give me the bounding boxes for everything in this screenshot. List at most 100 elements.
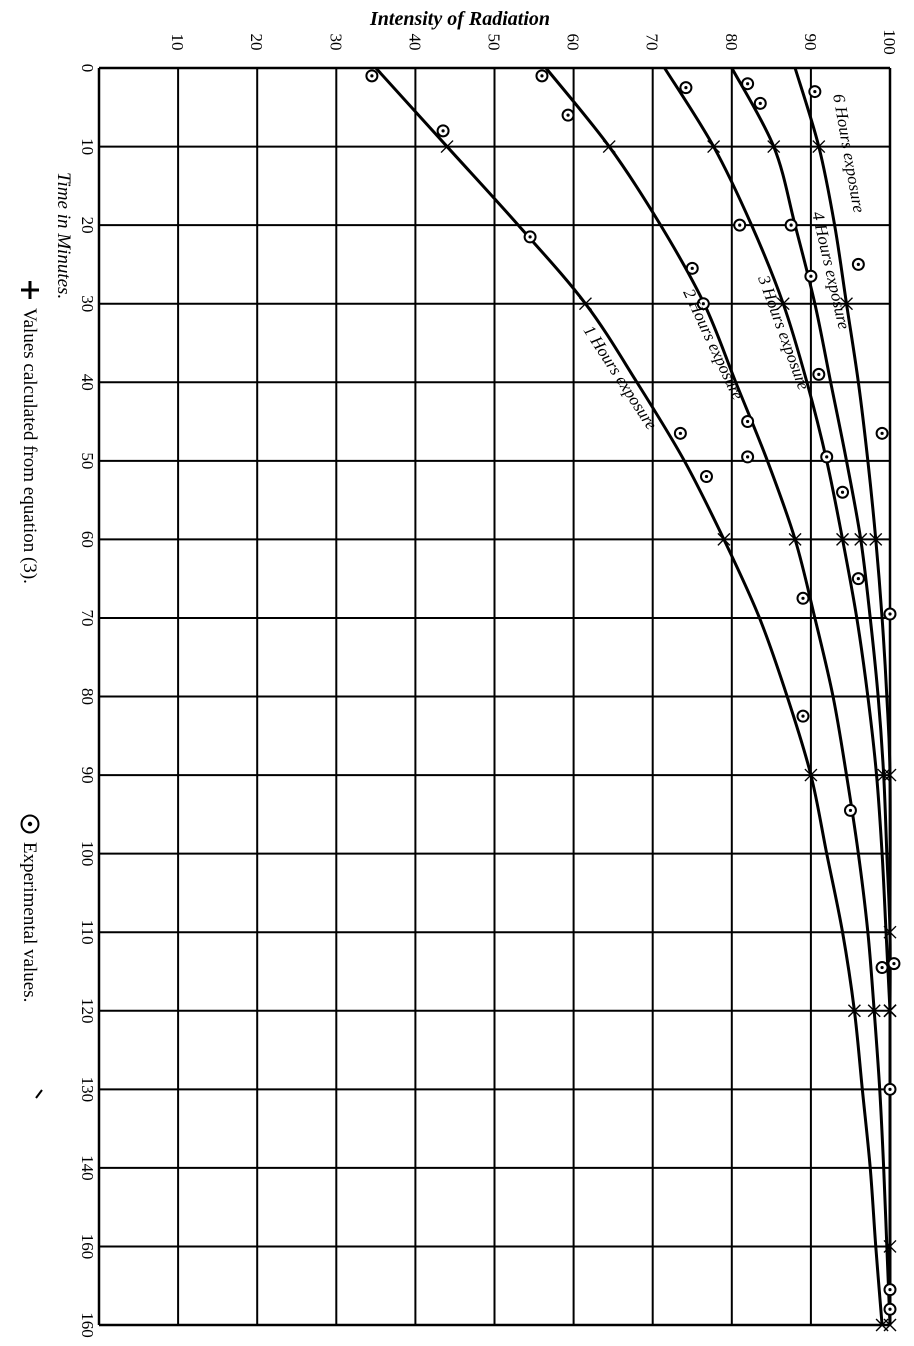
legend-experimental-text: Experimental values. [19, 842, 40, 1002]
time-tick-label: 40 [78, 374, 97, 391]
intensity-tick-label: 20 [247, 34, 266, 51]
time-tick-label: 20 [78, 217, 97, 234]
experimental-circle-marker [836, 485, 850, 499]
time-tick-label: 70 [78, 609, 97, 626]
calculated-plus-marker [883, 1318, 897, 1332]
time-tick-label: 160 [78, 1312, 97, 1338]
experimental-circle-marker [883, 607, 897, 621]
experimental-circle-marker [784, 218, 798, 232]
experimental-circle-marker [796, 591, 810, 605]
experimental-circle-marker [523, 230, 537, 244]
axis-ticks: 10 20 30 40 50 60 70 80 90 100 0 10 20 30 40 50 60 70 80 90… [78, 29, 899, 1338]
time-tick-label: 30 [78, 295, 97, 312]
experimental-circle-marker [843, 803, 857, 817]
time-tick-label: 50 [78, 452, 97, 469]
calculated-plus-marker [804, 768, 818, 782]
experimental-circle-marker [851, 257, 865, 271]
calculated-plus-marker [578, 297, 592, 311]
calculated-plus-marker [869, 532, 883, 546]
calculated-plus-marker [440, 140, 454, 154]
time-tick-label: 0 [78, 64, 97, 73]
experimental-circle-marker [887, 957, 901, 971]
experimental-circle-marker [679, 81, 693, 95]
experimental-circle-marker [875, 426, 889, 440]
intensity-tick-label: 10 [168, 34, 187, 51]
chart-title: Intensity of Radiation [369, 8, 550, 30]
time-tick-label: 140 [78, 1155, 97, 1181]
experimental-circle-marker [561, 108, 575, 122]
intensity-tick-label: 90 [801, 34, 820, 51]
experimental-circle-marker [851, 572, 865, 586]
data-markers [365, 69, 901, 1332]
time-axis-label: Time in Minutes. [53, 172, 74, 299]
time-tick-label: 160 [78, 1234, 97, 1260]
calculated-plus-marker [883, 1004, 897, 1018]
intensity-tick-label: 100 [880, 29, 899, 55]
calculated-plus-marker [883, 768, 897, 782]
experimental-circle-marker [673, 426, 687, 440]
plot-grid [97, 66, 892, 1327]
intensity-tick-label: 80 [722, 34, 741, 51]
experimental-circle-marker [812, 367, 826, 381]
curve-label-6h: 6 Hours exposure [829, 92, 869, 214]
experimental-circle-marker [685, 261, 699, 275]
experimental-circle-marker [365, 69, 379, 83]
curve-label-4h: 4 Hours exposure [808, 210, 854, 332]
calculated-plus-marker [776, 297, 790, 311]
experimental-circle-marker [883, 1082, 897, 1096]
calculated-plus-marker [836, 532, 850, 546]
experimental-circle-marker [733, 218, 747, 232]
legend-experimental: Experimental values. [19, 814, 40, 1002]
time-tick-label: 110 [78, 920, 97, 945]
calculated-plus-marker [867, 1004, 881, 1018]
calculated-plus-marker [812, 140, 826, 154]
experimental-circle-marker [883, 1283, 897, 1297]
exposure-curve [663, 67, 892, 1011]
time-tick-label: 90 [78, 767, 97, 784]
intensity-tick-label: 30 [326, 34, 345, 51]
experimental-circle-marker [875, 961, 889, 975]
exposure-curve [374, 66, 884, 1326]
calculated-plus-marker [883, 925, 897, 939]
time-tick-label: 120 [78, 998, 97, 1024]
experimental-circle-marker [804, 269, 818, 283]
curve-label-1h: 1 Hours exposure [580, 322, 662, 434]
calculated-plus-marker [854, 532, 868, 546]
experimental-circle-marker [535, 69, 549, 83]
calculated-plus-marker [883, 1239, 897, 1253]
curve-label-3h: 3 Hours exposure [754, 272, 813, 393]
experimental-circle-marker [808, 85, 822, 99]
calculated-plus-marker [877, 768, 891, 782]
legend-calculated-text: Values calculated from equation (3). [19, 308, 40, 584]
calculated-plus-marker [717, 532, 731, 546]
experimental-circle-marker [699, 470, 713, 484]
stray-mark [35, 1089, 43, 1099]
experimental-circle-marker [753, 96, 767, 110]
time-tick-label: 80 [78, 688, 97, 705]
experimental-circle-marker [741, 415, 755, 429]
time-tick-label: 10 [78, 138, 97, 155]
intensity-tick-label: 60 [564, 34, 583, 51]
calculated-plus-marker [767, 140, 781, 154]
calculated-plus-marker [847, 1004, 861, 1018]
calculated-plus-marker [707, 140, 721, 154]
plus-marker-icon [21, 281, 39, 299]
time-tick-label: 130 [78, 1077, 97, 1103]
calculated-plus-marker [602, 140, 616, 154]
time-tick-label: 60 [78, 531, 97, 548]
legend-calculated: Values calculated from equation (3). [19, 281, 40, 584]
exposure-curve [793, 67, 892, 1325]
experimental-circle-marker [741, 77, 755, 91]
experimental-circle-marker [796, 709, 810, 723]
exposure-curve [544, 67, 892, 1326]
calculated-plus-marker [788, 532, 802, 546]
intensity-tick-label: 40 [405, 34, 424, 51]
time-tick-label: 100 [78, 841, 97, 867]
experimental-circle-marker [883, 1302, 897, 1316]
circle-dot-marker-icon [20, 814, 40, 834]
experimental-circle-marker [820, 450, 834, 464]
experimental-circle-marker [436, 124, 450, 138]
experimental-circle-marker [741, 450, 755, 464]
intensity-tick-label: 70 [643, 34, 662, 51]
